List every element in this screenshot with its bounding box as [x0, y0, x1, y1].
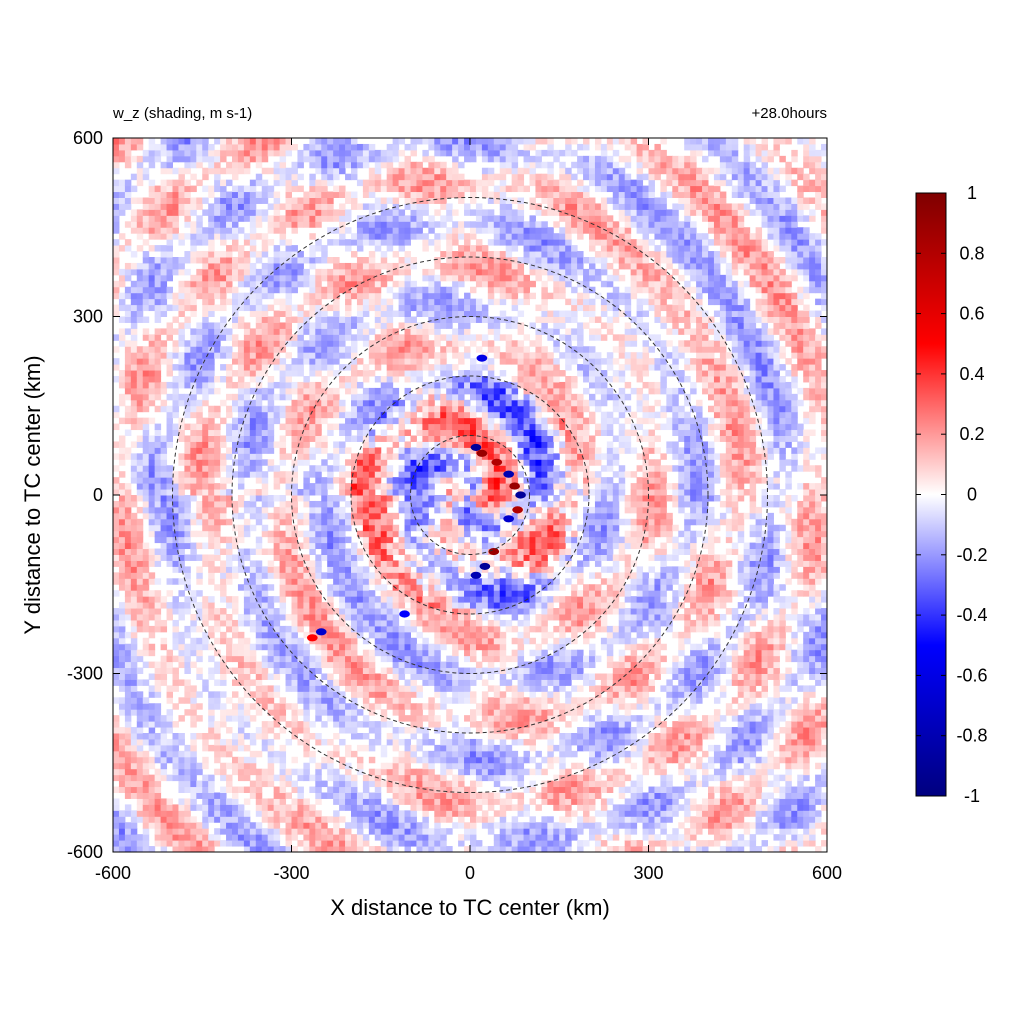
x-tick-label: 600: [812, 863, 842, 883]
convective-cell: [491, 458, 503, 466]
range-circles: [172, 197, 768, 793]
colorbar-tick-label: 0.8: [959, 243, 984, 263]
convective-cell: [515, 491, 526, 499]
convective-cell: [476, 354, 488, 362]
y-tick-label: 600: [73, 128, 103, 148]
colorbar-tick-label: 0.6: [959, 304, 984, 324]
range-circle: [231, 256, 709, 734]
colorbar-ticks: 1 0.8 0.6 0.4 0.2 0 -0.2 -0.4 -0.6 -0.8 -1: [916, 183, 988, 806]
y-tick-label: -600: [67, 842, 103, 862]
x-tick-label: 300: [633, 863, 663, 883]
convective-cell: [399, 610, 410, 618]
convective-cell: [470, 571, 482, 579]
convective-cell: [509, 482, 520, 490]
colorbar-tick-label: 1: [967, 183, 977, 203]
convective-cell: [512, 506, 523, 514]
y-axis-ticks: -600 -300 0 300 600: [67, 128, 827, 862]
convective-cell: [479, 562, 491, 570]
x-tick-label: -600: [95, 863, 131, 883]
convective-cell: [476, 449, 488, 457]
y-axis-label: Y distance to TC center (km): [20, 355, 45, 634]
x-axis-label: X distance to TC center (km): [330, 895, 610, 920]
y-tick-label: 300: [73, 307, 103, 327]
y-tick-label: 0: [93, 485, 103, 505]
colorbar-tick-label: 0.2: [959, 424, 984, 444]
colorbar-tick-label: -0.8: [956, 726, 987, 746]
colorbar-tick-label: -0.6: [956, 665, 987, 685]
x-tick-label: 0: [465, 863, 475, 883]
chart-title-left: w_z (shading, m s-1): [112, 105, 252, 122]
colorbar-tick-label: -1: [964, 786, 980, 806]
convective-cell: [488, 547, 500, 556]
convective-cell: [503, 470, 515, 478]
range-circle: [410, 435, 530, 555]
colorbar-tick-label: 0: [967, 485, 977, 505]
y-tick-label: -300: [67, 664, 103, 684]
convective-cell: [503, 515, 515, 523]
convective-cell: [306, 634, 318, 642]
colorbar-tick-label: 0.4: [959, 364, 984, 384]
range-circle: [291, 316, 649, 674]
chart-title-right: +28.0hours: [752, 105, 827, 122]
x-tick-label: -300: [273, 863, 309, 883]
heatmap-field: [113, 138, 827, 852]
range-circle: [350, 375, 590, 615]
convective-cell: [470, 443, 482, 451]
colorbar-tick-label: -0.4: [956, 605, 987, 625]
convective-cell: [315, 628, 327, 636]
x-axis-ticks: -600 -300 0 300 600: [95, 138, 842, 883]
range-circle: [172, 197, 768, 793]
colorbar-tick-label: -0.2: [956, 545, 987, 565]
